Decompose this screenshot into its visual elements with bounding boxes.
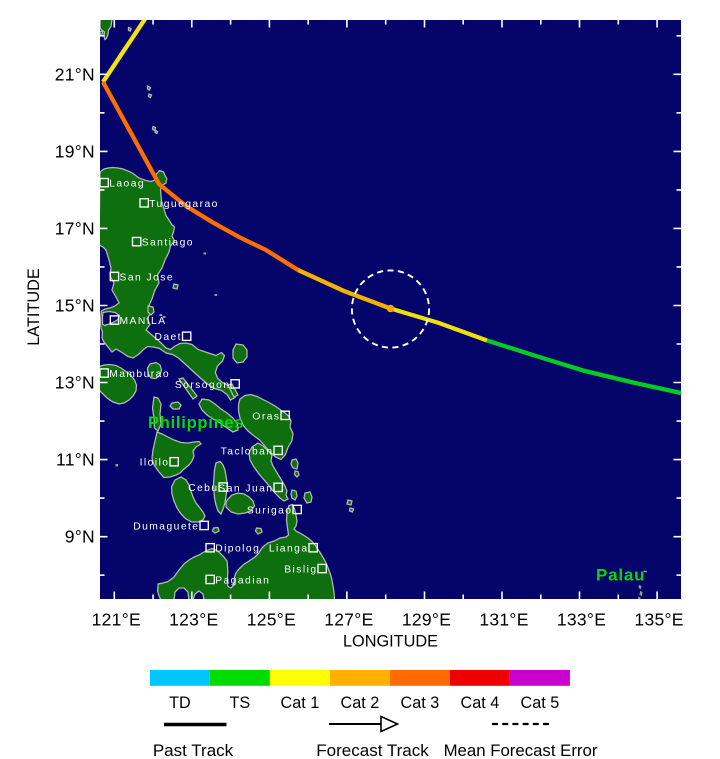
svg-text:17°N: 17°N — [55, 218, 95, 238]
svg-text:Cat 5: Cat 5 — [521, 694, 560, 712]
svg-text:San Jose: San Jose — [120, 272, 175, 283]
svg-text:121°E: 121°E — [92, 610, 141, 630]
svg-text:Mean Forecast Error: Mean Forecast Error — [444, 741, 598, 759]
svg-text:125°E: 125°E — [247, 610, 296, 630]
svg-text:Cat 1: Cat 1 — [281, 694, 320, 712]
svg-text:Forecast Track: Forecast Track — [316, 741, 429, 759]
svg-text:Lianga: Lianga — [269, 544, 309, 555]
svg-text:Tacloban: Tacloban — [221, 446, 274, 457]
svg-text:TS: TS — [230, 694, 251, 712]
svg-text:Iloilo: Iloilo — [140, 458, 170, 469]
svg-text:131°E: 131°E — [479, 610, 528, 630]
svg-text:123°E: 123°E — [169, 610, 218, 630]
svg-text:15°N: 15°N — [55, 296, 95, 316]
svg-text:Mamburao: Mamburao — [109, 369, 170, 380]
svg-text:Tuguegarao: Tuguegarao — [149, 199, 219, 210]
svg-text:133°E: 133°E — [557, 610, 606, 630]
svg-text:TD: TD — [169, 694, 191, 712]
svg-text:Philippines: Philippines — [148, 414, 244, 432]
svg-text:127°E: 127°E — [324, 610, 373, 630]
svg-text:Daet: Daet — [154, 332, 182, 343]
svg-text:Cat 2: Cat 2 — [341, 694, 380, 712]
svg-text:Santiago: Santiago — [142, 238, 194, 249]
svg-text:13°N: 13°N — [55, 373, 95, 393]
svg-text:Sorsogon: Sorsogon — [175, 380, 231, 391]
svg-text:21°N: 21°N — [55, 64, 95, 84]
svg-text:Surigao: Surigao — [247, 505, 293, 516]
svg-text:135°E: 135°E — [634, 610, 683, 630]
svg-text:Pagadian: Pagadian — [215, 575, 270, 586]
svg-text:Oras: Oras — [252, 411, 280, 422]
svg-text:Cat 4: Cat 4 — [461, 694, 500, 712]
svg-text:Past Track: Past Track — [153, 741, 234, 759]
svg-text:Cat 3: Cat 3 — [401, 694, 440, 712]
svg-text:Dumaguete: Dumaguete — [133, 521, 199, 532]
svg-text:Dipolog: Dipolog — [215, 544, 260, 555]
svg-text:Laoag: Laoag — [109, 179, 145, 190]
svg-text:Bislig: Bislig — [284, 565, 317, 576]
svg-text:Cebu: Cebu — [188, 483, 218, 494]
svg-text:19°N: 19°N — [55, 141, 95, 161]
svg-text:LATITUDE: LATITUDE — [25, 268, 43, 346]
svg-text:Palau: Palau — [596, 566, 645, 585]
svg-text:San Juan: San Juan — [218, 483, 273, 494]
svg-text:9°N: 9°N — [65, 527, 95, 547]
svg-text:MANILA: MANILA — [120, 316, 167, 327]
svg-text:129°E: 129°E — [402, 610, 451, 630]
svg-text:11°N: 11°N — [56, 450, 95, 470]
svg-text:LONGITUDE: LONGITUDE — [343, 633, 438, 651]
